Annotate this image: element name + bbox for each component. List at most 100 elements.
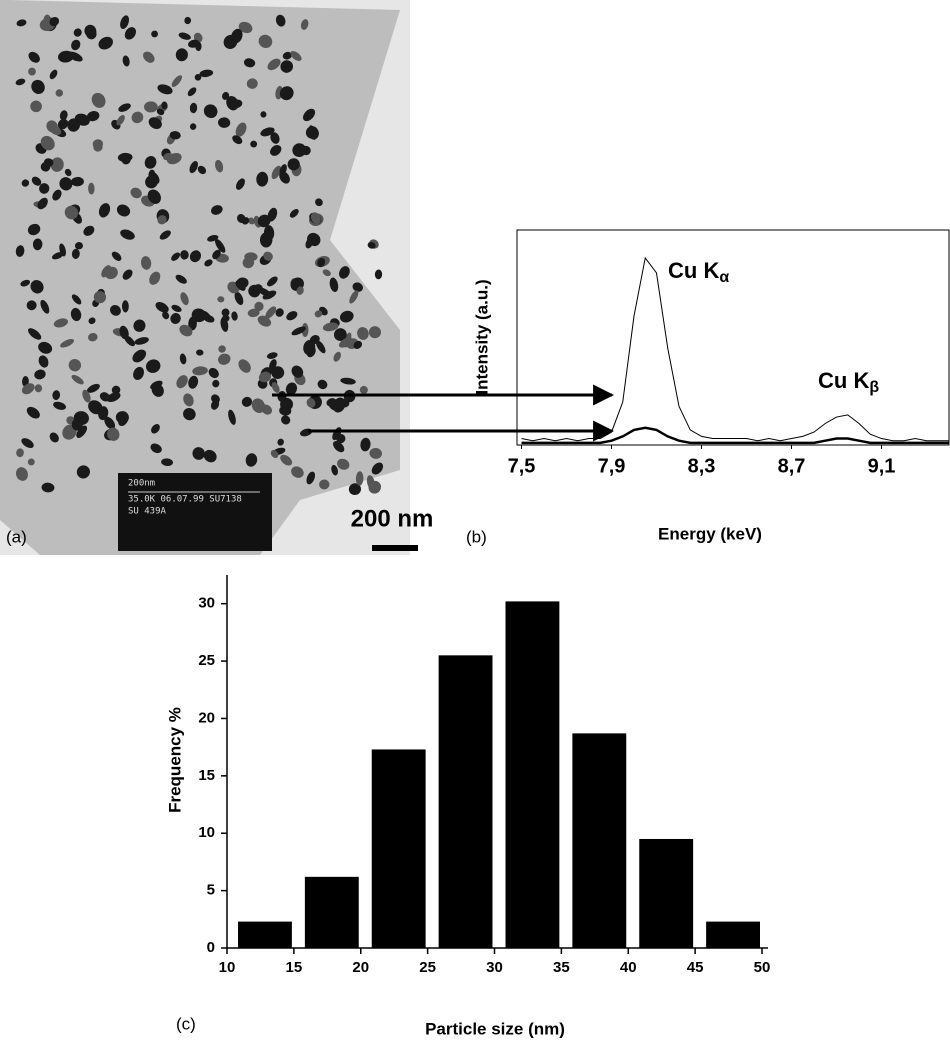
particle [150, 380, 163, 390]
particle [148, 169, 156, 178]
particle [162, 311, 170, 320]
particle [34, 384, 43, 393]
particle [203, 104, 218, 119]
particle [64, 168, 72, 177]
particle [258, 34, 273, 49]
particle [163, 152, 173, 161]
particle [218, 353, 231, 365]
particle [119, 325, 129, 340]
annotation: Cu Kβ [818, 368, 879, 396]
particle [247, 217, 255, 225]
particle [59, 177, 73, 191]
particle [132, 349, 147, 363]
particle [133, 366, 145, 380]
particle [238, 359, 251, 373]
particle [178, 32, 191, 40]
particle [212, 249, 221, 260]
particle [28, 328, 42, 340]
x-tick-label: 25 [419, 959, 436, 976]
particle [191, 308, 207, 323]
particle [260, 111, 267, 118]
particle [241, 396, 253, 407]
particle [204, 259, 213, 267]
annotation-subscript: β [869, 379, 879, 396]
x-tick-label: 35 [553, 959, 570, 976]
particle [286, 311, 298, 321]
particle [104, 266, 118, 280]
bar [572, 733, 627, 948]
particle [73, 28, 82, 37]
panel-label: (a) [6, 527, 27, 546]
particle [41, 482, 55, 493]
particle [88, 182, 95, 195]
particle [366, 475, 375, 490]
particle [203, 314, 215, 323]
particle [175, 274, 187, 284]
particle [189, 250, 202, 263]
particle [157, 215, 167, 225]
particle [192, 366, 208, 376]
spectrum-line [521, 256, 949, 442]
particle [281, 415, 291, 425]
particle [279, 164, 287, 176]
particle [353, 340, 363, 350]
particle [111, 385, 121, 395]
micrograph-text: 35.0K 06.07.99 SU7138 [128, 495, 242, 505]
particle [194, 73, 202, 81]
particle [314, 310, 323, 318]
particle [289, 208, 299, 218]
particle [180, 250, 189, 260]
particle [260, 127, 275, 137]
particle [120, 229, 135, 240]
particle [161, 101, 168, 110]
particle [16, 467, 28, 481]
particle [217, 296, 225, 303]
x-tick-label: 50 [754, 959, 771, 976]
particle [40, 135, 55, 151]
bar [371, 749, 426, 948]
particle [367, 241, 376, 249]
particle [106, 392, 121, 403]
particle [21, 438, 34, 448]
particle [37, 197, 48, 210]
particle [156, 108, 165, 116]
particle [296, 286, 304, 295]
annotation-text: Cu K [668, 258, 719, 283]
particle [322, 322, 339, 332]
particle [21, 383, 35, 395]
panel-label: (b) [466, 527, 487, 546]
particle [322, 269, 331, 277]
particle [30, 100, 42, 113]
particle [83, 225, 95, 236]
particle [333, 351, 341, 362]
particle [228, 409, 236, 425]
annotation-subscript: α [719, 269, 729, 286]
particle [352, 282, 364, 292]
particle [271, 165, 282, 180]
particle [183, 408, 196, 421]
particle [315, 198, 323, 207]
particle [261, 404, 273, 415]
particle [121, 300, 129, 313]
particle [218, 345, 226, 353]
particle [232, 135, 243, 145]
particle [235, 122, 247, 137]
x-tick-label: 45 [687, 959, 704, 976]
particle [68, 358, 82, 372]
particle [34, 369, 46, 380]
particle [208, 367, 219, 379]
particle [280, 60, 294, 73]
particle [104, 416, 116, 430]
scale-bar [372, 545, 418, 551]
particle [107, 427, 120, 441]
particle [329, 277, 339, 293]
particle [285, 382, 298, 396]
particle [124, 27, 137, 40]
particle [187, 39, 200, 48]
particle [149, 271, 161, 285]
particle [58, 50, 74, 63]
particle [241, 217, 250, 225]
particle [144, 156, 157, 169]
particle [179, 353, 187, 365]
